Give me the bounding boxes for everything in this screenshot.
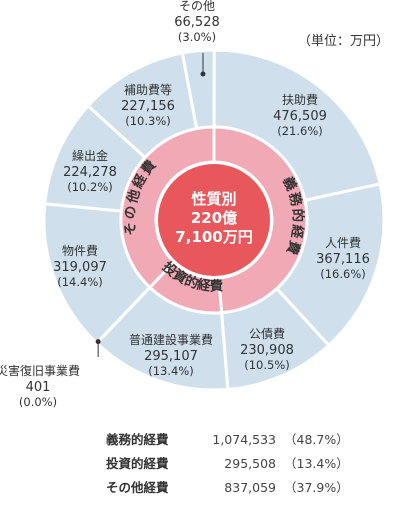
middle-ring <box>119 125 309 315</box>
slice-label-name: 扶助費 <box>282 92 318 107</box>
group-義務的経費 <box>212 125 309 315</box>
center-circle <box>158 164 270 276</box>
slice-label-value: 367,116 <box>316 252 370 267</box>
slice-label-name: 公債費 <box>249 326 285 341</box>
leader-dot-disaster <box>95 339 101 345</box>
slice-label-value: 66,528 <box>174 15 220 30</box>
summary-pct: （48.7%） <box>284 432 349 447</box>
slice-label-value: 401 <box>26 380 51 395</box>
slice-label-value: 230,908 <box>240 343 294 358</box>
outer-ring <box>42 48 386 392</box>
slice-label-value: 476,509 <box>273 109 327 124</box>
summary-pct: （13.4%） <box>284 456 349 471</box>
slice-label-name: 繰出金 <box>72 148 108 163</box>
slice-label-pct: (3.0%) <box>178 30 216 44</box>
center-total-oku: 220億 <box>191 209 237 227</box>
summary-row: 投資的経費 295,508 （13.4%） <box>106 452 354 476</box>
slice-label-name: 災害復旧事業費 <box>0 363 80 378</box>
slice-label-value: 295,107 <box>144 349 198 364</box>
group-その他経費 <box>119 125 216 290</box>
unit-label: （単位：万円） <box>298 34 390 49</box>
slice-label-value: 224,278 <box>63 165 117 180</box>
slice-label-pct: (10.3%) <box>125 114 171 128</box>
slice-label-name: 補助費等 <box>124 82 172 97</box>
summary-label: 投資的経費 <box>106 456 169 471</box>
leader-dot-other <box>200 71 206 77</box>
slice-labels: 扶助費 476,509(21.6%) 人件費 367,116(16.6%) 公債費 230… <box>0 0 370 409</box>
slice-label-name: 人件費 <box>325 235 361 250</box>
slice-label-pct: (13.4%) <box>148 364 194 378</box>
summary-value: 295,508 <box>224 456 276 471</box>
group-summary: 義務的経費 1,074,533 （48.7%） 投資的経費 295,508 （1… <box>106 428 354 500</box>
pie-chart: 扶助費 476,509(21.6%) 人件費 367,116(16.6%) 公債費 230… <box>0 0 386 409</box>
summary-label: 義務的経費 <box>106 432 169 447</box>
center-total-man: 7,100万円 <box>175 228 252 246</box>
summary-pct: （37.9%） <box>284 480 349 495</box>
center-title: 性質別 <box>191 190 236 208</box>
slice-label-value: 319,097 <box>53 260 107 275</box>
leader-lines <box>95 53 206 357</box>
slice-label-pct: (10.5%) <box>244 358 290 372</box>
slice-label-pct: (10.2%) <box>67 180 113 194</box>
summary-label: その他経費 <box>106 480 169 495</box>
summary-row: 義務的経費 1,074,533 （48.7%） <box>106 428 354 452</box>
slice-label-value: 227,156 <box>121 99 175 114</box>
summary-value: 837,059 <box>224 480 276 495</box>
slice-label-pct: (21.6%) <box>277 124 323 138</box>
slice-label-pct: (0.0%) <box>19 395 57 409</box>
slice-label-pct: (14.4%) <box>57 275 103 289</box>
slice-label-pct: (16.6%) <box>320 267 366 281</box>
summary-row: その他経費 837,059 （37.9%） <box>106 476 354 500</box>
slice-label-name: その他 <box>179 0 215 13</box>
slice-label-name: 物件費 <box>62 243 98 258</box>
slice-label-name: 普通建設事業費 <box>129 332 213 347</box>
summary-value: 1,074,533 <box>212 432 276 447</box>
